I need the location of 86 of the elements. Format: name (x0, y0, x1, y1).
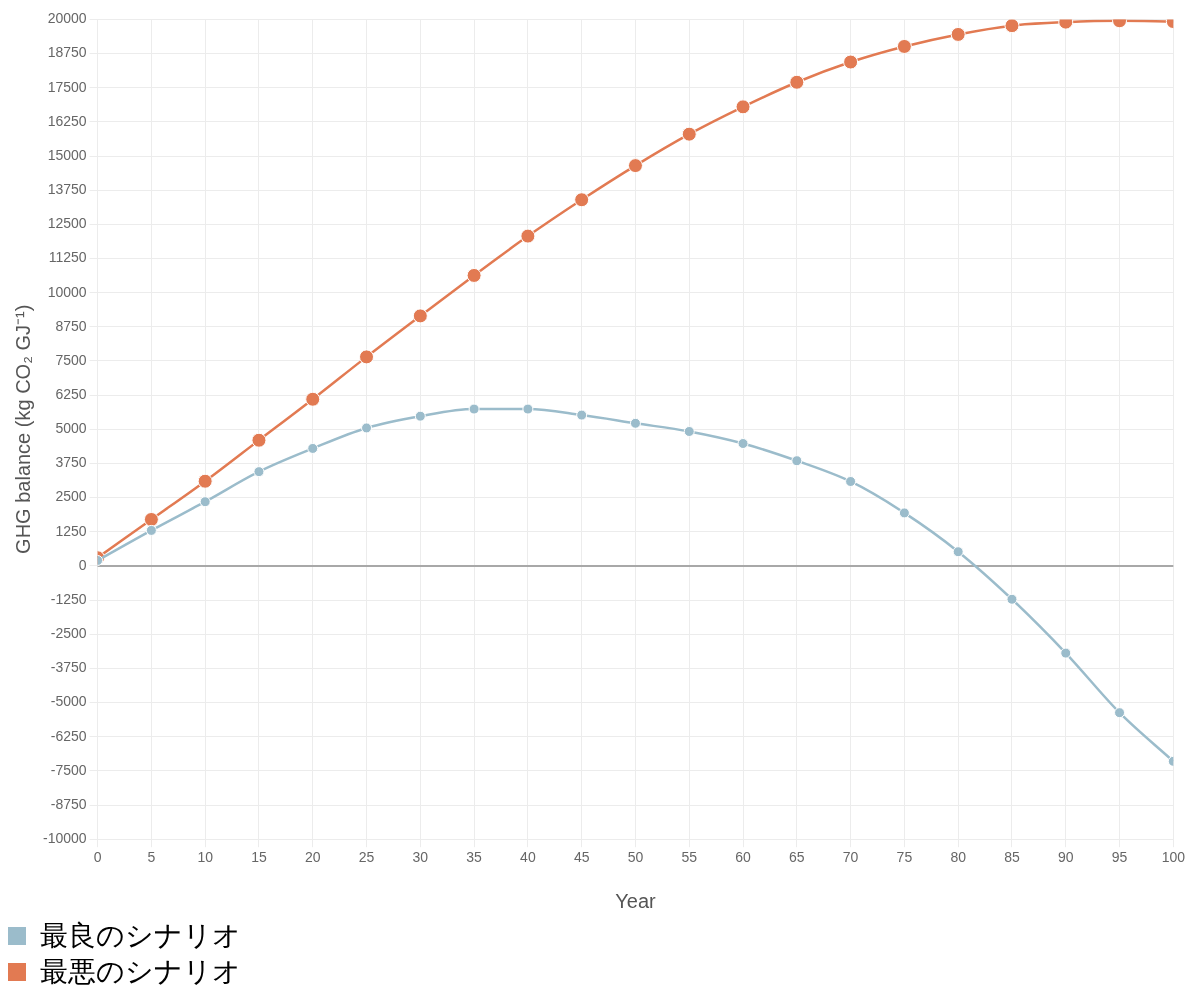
point (791, 455, 803, 467)
y-tick-label: 7500 (55, 351, 87, 368)
point (522, 403, 534, 415)
y-tick-label: 11250 (48, 249, 87, 266)
point (950, 26, 966, 42)
point (199, 496, 211, 508)
y-tick-label: 1250 (55, 522, 87, 539)
y-tick-label: 8750 (55, 317, 87, 334)
point (468, 403, 480, 415)
y-tick-label: 2500 (55, 488, 87, 505)
point (629, 417, 641, 429)
x-tick-label: 70 (842, 849, 859, 866)
point (197, 473, 213, 489)
x-tick-label: 50 (627, 849, 644, 866)
point (359, 349, 375, 365)
point (143, 511, 159, 527)
y-tick-label: 15000 (47, 146, 87, 163)
point (737, 438, 749, 450)
point (896, 38, 912, 54)
legend-label: 最悪のシナリオ (40, 954, 241, 990)
x-tick-label: 10 (197, 849, 214, 866)
x-tick-label: 100 (1161, 849, 1186, 866)
point (145, 524, 157, 536)
y-tick-label: -8750 (50, 795, 87, 812)
y-tick-label: 18750 (47, 44, 87, 61)
point (898, 507, 910, 519)
point (251, 432, 267, 448)
x-tick-label: 60 (735, 849, 752, 866)
y-tick-label: 20000 (47, 10, 87, 27)
y-tick-label: 0 (78, 556, 87, 573)
point (307, 442, 319, 454)
legend-label: 最良のシナリオ (40, 918, 241, 954)
x-tick-label: 40 (520, 849, 536, 866)
y-tick-label: -2500 (50, 625, 87, 642)
x-tick-label: 45 (573, 849, 590, 866)
y-tick-label: 6250 (55, 386, 87, 402)
point (845, 475, 857, 487)
x-tick-label: 75 (896, 849, 913, 866)
y-tick-label: -7500 (50, 761, 87, 778)
y-tick-label: -10000 (43, 830, 87, 847)
x-tick-label: 20 (304, 849, 321, 866)
x-tick-label: 0 (93, 849, 102, 866)
y-tick-label: 17500 (47, 78, 87, 95)
point (520, 228, 536, 244)
x-tick-label: 25 (358, 849, 375, 866)
y-tick-label: 3750 (55, 454, 87, 471)
point (305, 391, 321, 407)
point (1060, 647, 1072, 659)
x-tick-label: 85 (1004, 849, 1020, 866)
y-tick-label: -1250 (50, 590, 87, 607)
x-tick-label: 5 (147, 849, 156, 866)
y-tick-label: -6250 (50, 727, 87, 744)
point (1006, 593, 1018, 605)
x-tick-label: 95 (1111, 849, 1128, 866)
y-tick-label: 13750 (47, 181, 87, 198)
point (414, 410, 426, 422)
point (627, 158, 643, 174)
x-tick-label: 15 (251, 849, 267, 866)
x-axis-title: Year (615, 889, 656, 912)
point (789, 74, 805, 90)
y-tick-label: -5000 (50, 693, 87, 710)
x-tick-label: 65 (789, 849, 805, 866)
y-tick-label: 10000 (47, 283, 87, 300)
y-tick-label: 16250 (47, 112, 87, 129)
point (412, 308, 428, 324)
point (253, 466, 265, 478)
y-tick-label: 12500 (47, 215, 87, 232)
point (735, 99, 751, 115)
x-tick-label: 80 (950, 849, 967, 866)
y-tick-label: -3750 (50, 659, 87, 676)
point (952, 546, 964, 558)
x-tick-label: 90 (1057, 849, 1074, 866)
point (681, 126, 697, 142)
y-axis-title: GHG balance (kg CO₂ GJ⁻¹) (11, 304, 34, 554)
point (1004, 19, 1020, 34)
point (466, 267, 482, 283)
x-tick-label: 35 (466, 849, 483, 866)
point (574, 192, 590, 208)
point (1114, 707, 1126, 719)
x-tick-label: 55 (681, 849, 698, 866)
point (361, 422, 373, 434)
y-tick-label: 5000 (55, 420, 87, 437)
point (843, 54, 859, 70)
x-tick-label: 30 (412, 849, 429, 866)
point (576, 409, 588, 421)
point (683, 425, 695, 437)
